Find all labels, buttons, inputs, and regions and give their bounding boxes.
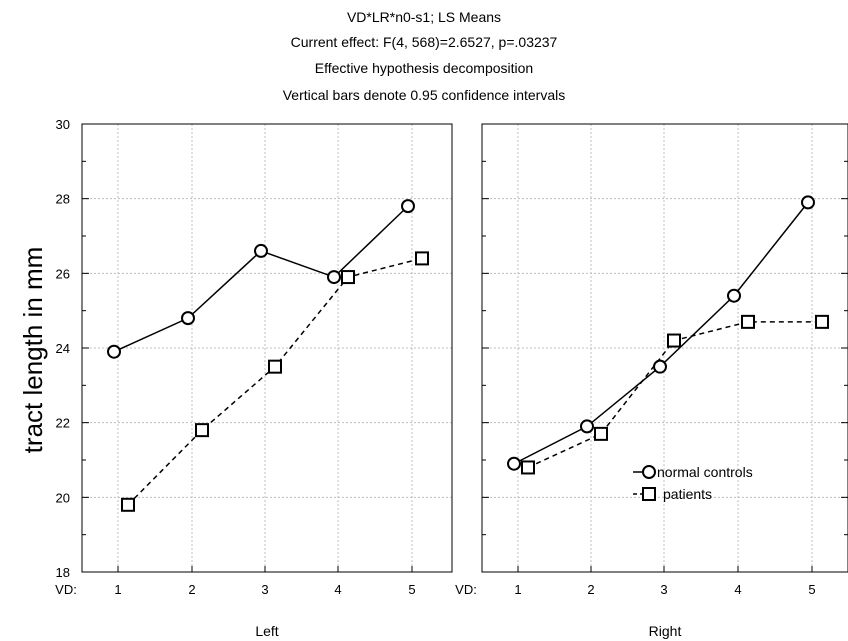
data-point-patients-right-3: [667, 333, 681, 348]
data-point-controls-right-5: [801, 195, 815, 210]
data-point-patients-right-4: [741, 314, 755, 329]
y-tick-label-24: 24: [56, 341, 70, 356]
chart-subtitle-effect: Current effect: F(4, 568)=2.6527, p=.032…: [290, 34, 558, 50]
x-tick-label-right-3: 3: [660, 582, 667, 597]
data-point-controls-left-4: [327, 270, 341, 285]
x-tick-label-right-1: 1: [514, 582, 521, 597]
chart-subtitle-decomposition: Effective hypothesis decomposition: [314, 60, 534, 76]
data-point-controls-right-1: [507, 456, 521, 471]
data-point-patients-left-5: [415, 251, 429, 266]
chart-subtitle-intervals: Vertical bars denote 0.95 confidence int…: [282, 87, 566, 103]
data-point-controls-left-1: [107, 344, 121, 359]
data-point-patients-right-1: [521, 460, 535, 475]
series-line-controls-right: [513, 201, 809, 465]
y-tick-label-20: 20: [56, 490, 70, 505]
x-tick-label-left-4: 4: [334, 582, 341, 597]
series-line-patients-left: [127, 257, 423, 506]
data-point-controls-right-3: [653, 359, 667, 374]
plot-frame-right: [481, 123, 848, 573]
data-point-patients-right-2: [594, 426, 608, 441]
panel-label-right: Right: [649, 623, 682, 639]
x-tick-label-right-4: 4: [734, 582, 741, 597]
data-point-controls-right-4: [727, 288, 741, 303]
x-tick-label-right-5: 5: [808, 582, 815, 597]
y-tick-label-30: 30: [56, 117, 70, 132]
panel-label-left: Left: [255, 623, 278, 639]
legend-label-patients: patients: [663, 486, 712, 502]
x-tick-label-left-2: 2: [188, 582, 195, 597]
chart-title: VD*LR*n0-s1; LS Means: [346, 9, 502, 25]
data-point-controls-left-3: [254, 243, 268, 258]
y-axis-label: tract length in mm: [18, 247, 48, 454]
y-tick-label-26: 26: [56, 266, 70, 281]
legend-marker-patients: [642, 487, 656, 501]
data-point-patients-right-5: [815, 314, 829, 329]
data-point-controls-left-5: [401, 199, 415, 214]
y-tick-label-18: 18: [56, 565, 70, 580]
legend-marker-controls: [642, 465, 656, 479]
x-prefix-label-right: VD:: [455, 582, 477, 597]
data-point-patients-left-4: [341, 270, 355, 285]
y-tick-label-28: 28: [56, 192, 70, 207]
x-tick-label-left-3: 3: [261, 582, 268, 597]
series-line-controls-left: [113, 205, 409, 353]
data-point-patients-left-2: [195, 423, 209, 438]
x-tick-label-left-5: 5: [408, 582, 415, 597]
data-point-controls-right-2: [580, 419, 594, 434]
data-point-patients-left-3: [268, 359, 282, 374]
data-point-patients-left-1: [121, 497, 135, 512]
x-prefix-label-left: VD:: [55, 582, 77, 597]
x-tick-label-left-1: 1: [114, 582, 121, 597]
data-point-controls-left-2: [181, 311, 195, 326]
legend-label-controls: normal controls: [657, 464, 753, 480]
y-tick-label-22: 22: [56, 416, 70, 431]
x-tick-label-right-2: 2: [587, 582, 594, 597]
